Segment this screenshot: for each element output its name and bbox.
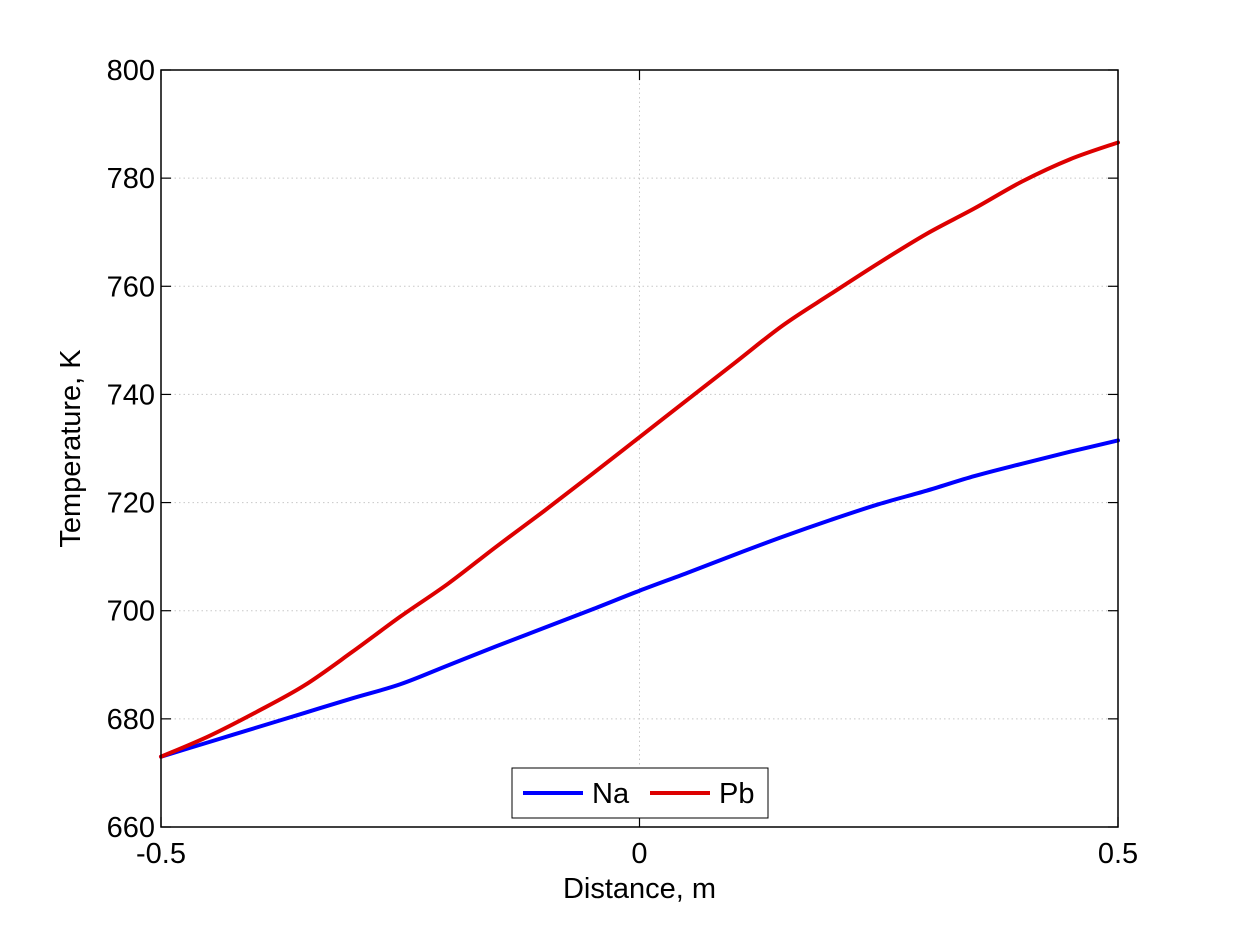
- legend-label-pb: Pb: [719, 778, 754, 810]
- y-tick-label: 680: [107, 704, 155, 736]
- y-axis-title: Temperature, K: [55, 349, 87, 548]
- legend: Na Pb: [511, 767, 769, 819]
- axis-ticks: 660 680 700 720 740 760 780 800 -0.5 0 0.5: [107, 55, 1139, 870]
- legend-label-na: Na: [592, 778, 630, 810]
- y-tick-label: 780: [107, 163, 155, 195]
- x-tick-label: -0.5: [136, 838, 186, 870]
- y-tick-label: 700: [107, 596, 155, 628]
- y-tick-label: 740: [107, 379, 155, 411]
- series-line-pb: [159, 140, 1120, 759]
- x-tick-label: 0.5: [1098, 838, 1138, 870]
- series-line-na: [159, 438, 1120, 759]
- y-tick-label: 760: [107, 271, 155, 303]
- x-tick-label: 0: [631, 838, 647, 870]
- series-lines: [159, 140, 1120, 759]
- y-tick-label: 660: [107, 812, 155, 844]
- y-tick-label: 720: [107, 488, 155, 520]
- grid: [161, 70, 1118, 827]
- x-axis-title: Distance, m: [563, 873, 716, 905]
- y-tick-label: 800: [107, 55, 155, 87]
